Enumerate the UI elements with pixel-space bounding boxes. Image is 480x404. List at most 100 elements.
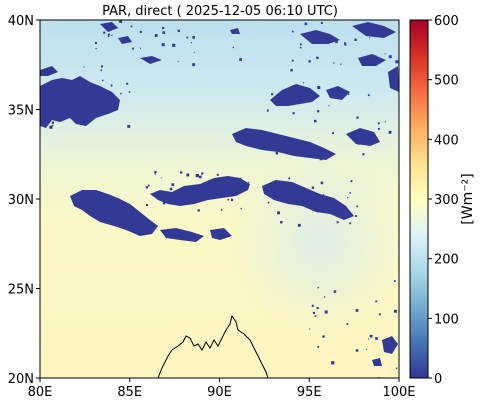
cloud-speckle (336, 221, 339, 224)
cloud-speckle (296, 202, 300, 205)
cloud-speckle (192, 63, 196, 67)
lat-tick-label: 35N (8, 104, 34, 119)
cloud-streak (160, 228, 204, 242)
cloud-speckle (240, 207, 242, 210)
cloud-speckle (162, 27, 165, 30)
cloud-patch (326, 86, 350, 100)
colorbar-tick-label: 500 (434, 74, 459, 89)
cloud-band-central (150, 176, 250, 206)
cloud-speckle (356, 205, 359, 208)
cloud-speckle (193, 51, 195, 53)
cloud-speckle (355, 349, 359, 352)
cloud-speckle (319, 157, 323, 161)
cloud-speckle (354, 215, 357, 217)
lat-tick-label: 30N (8, 193, 34, 208)
cloud-speckle (290, 69, 293, 72)
cloud-speckle (308, 60, 311, 63)
cloud-speckle (316, 307, 319, 310)
cloud-speckle (171, 183, 175, 186)
colorbar-tick-label: 200 (434, 253, 459, 268)
cloud-speckle (322, 335, 325, 338)
cloud-speckle (340, 63, 342, 65)
cloud-speckle (240, 177, 242, 179)
cloud-speckle (160, 177, 162, 179)
cloud-speckle (368, 338, 370, 340)
cloud-speckle (304, 22, 308, 26)
lat-tick-label: 40N (8, 14, 34, 29)
cloud-speckle (394, 309, 397, 313)
cloud-speckle (369, 27, 372, 29)
cloud-speckle (126, 82, 129, 85)
cloud-speckle (100, 65, 103, 68)
cloud-speckle (320, 22, 323, 24)
cloud-patch (100, 22, 118, 32)
cloud-speckle (297, 186, 301, 190)
cloud-speckle (68, 113, 71, 117)
cloud-speckle (292, 112, 295, 115)
cloud-speckle (161, 43, 165, 47)
cloud-speckle (347, 197, 349, 199)
cloud-speckle (280, 221, 283, 224)
cloud-speckle (227, 198, 230, 201)
colorbar-tick-label: 300 (434, 193, 459, 208)
colorbar (409, 19, 429, 379)
cloud-speckle (369, 334, 373, 338)
cloud-speckle (314, 36, 317, 39)
cloud-speckle (331, 361, 335, 365)
cloud-speckle (86, 99, 88, 101)
cloud-speckle (303, 82, 305, 84)
cloud-speckle (139, 30, 142, 33)
cloud-speckle (324, 310, 328, 314)
cloud-speckle (51, 121, 54, 124)
cloud-speckle (275, 151, 279, 155)
cloud-speckle (377, 122, 380, 125)
cloud-speckle (120, 92, 122, 95)
cloud-patch (388, 66, 399, 92)
lon-tick-label: 100E (382, 385, 415, 400)
cloud-speckle (349, 192, 351, 194)
cloud-speckle (332, 132, 334, 135)
cloud-speckle (103, 31, 106, 34)
lon-tick-label: 90E (207, 385, 232, 400)
cloud-band-northeast-lower (232, 128, 336, 160)
cloud-speckle (192, 36, 195, 39)
cloud-patch (358, 54, 386, 66)
cloud-speckle (291, 59, 294, 62)
cloud-speckle (276, 194, 280, 198)
cloud-speckle (362, 153, 365, 156)
cloud-speckle (366, 58, 368, 60)
cloud-speckle (111, 34, 113, 36)
cloud-speckle (51, 124, 54, 127)
cloud-speckle (220, 209, 223, 211)
cloud-speckle (61, 89, 64, 92)
cloud-speckle (354, 38, 357, 41)
cloud-speckle (365, 349, 367, 350)
cloud-speckle (162, 31, 166, 34)
cloud-speckle (232, 46, 234, 49)
cloud-speckle (65, 112, 67, 114)
cloud-speckle (49, 125, 53, 129)
cloud-speckle (317, 286, 319, 289)
cloud-speckle (195, 174, 199, 178)
cloud-speckle (132, 47, 134, 50)
cloud-speckles (49, 20, 399, 378)
cloud-speckle (230, 198, 234, 201)
cloud-speckle (388, 132, 391, 134)
cloud-speckle (180, 171, 183, 174)
cloud-speckle (335, 40, 338, 44)
cloud-streak (210, 228, 232, 240)
cloud-speckle (344, 42, 346, 44)
cloud-speckle (314, 119, 317, 123)
cloud-speckle (300, 43, 302, 46)
longitude-axis: 80E 85E 90E 95E 100E (28, 378, 416, 400)
cloud-speckle (309, 328, 311, 330)
cloud-speckle (177, 61, 179, 63)
cloud-speckle (154, 170, 157, 174)
cloud-speckle (395, 60, 399, 64)
cloud-speckle (388, 130, 392, 134)
cloud-patch (40, 66, 58, 76)
cloud-speckle (145, 186, 149, 189)
cloud-patch (118, 36, 132, 44)
cloud-speckle (128, 91, 131, 93)
cloud-patch (230, 28, 240, 34)
